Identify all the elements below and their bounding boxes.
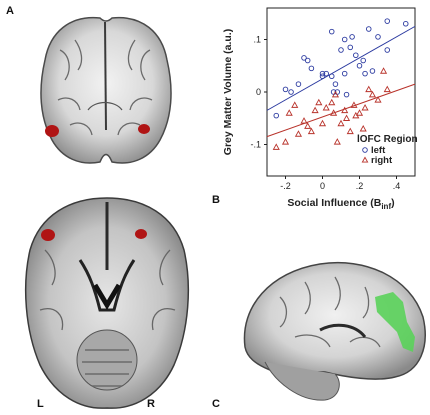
data-point-right (365, 85, 373, 93)
data-point-right (322, 104, 330, 111)
data-point-right (285, 109, 293, 116)
y-tick-label: .1 (253, 35, 261, 45)
data-point-right (383, 85, 391, 93)
panel-letter-a: A (6, 5, 14, 17)
data-point-left (323, 70, 329, 77)
data-point-left (288, 89, 294, 95)
data-point-left (365, 26, 372, 32)
data-point-right (355, 109, 364, 116)
data-point-right (361, 104, 369, 111)
data-point-right (350, 101, 358, 108)
x-axis-label: Social Influence (Binf) (287, 197, 394, 211)
data-point-left (295, 81, 302, 87)
data-point-left (338, 47, 344, 53)
data-point-right (333, 138, 341, 145)
data-point-right (359, 125, 367, 132)
legend-marker-left (362, 147, 368, 153)
data-point-left (328, 73, 335, 79)
x-axis-label-close: ) (391, 197, 395, 209)
data-point-right (346, 127, 354, 135)
data-point-left (319, 70, 326, 77)
panel-letter-b: B (212, 194, 220, 206)
data-point-right (300, 117, 308, 124)
y-tick-label: 0 (256, 87, 261, 97)
data-point-left (273, 112, 280, 119)
fit-line-right (266, 83, 416, 138)
data-point-right (368, 90, 377, 98)
data-point-right (315, 98, 323, 106)
data-point-right (272, 143, 280, 150)
data-point-right (328, 98, 336, 106)
data-point-right (281, 138, 290, 145)
data-point-right (330, 109, 338, 116)
data-point-left (384, 18, 390, 24)
data-point-left (402, 21, 409, 27)
data-point-left (332, 81, 339, 87)
hemisphere-left-label: L (37, 398, 44, 410)
data-point-left (328, 28, 335, 35)
data-point-left (304, 57, 311, 64)
data-point-right (304, 122, 312, 129)
data-point-left (341, 70, 348, 77)
x-axis-label-main: Social Influence (B (287, 197, 381, 209)
coronal-brain-image (40, 16, 172, 164)
data-point-left (308, 65, 315, 72)
data-point-right (318, 119, 327, 127)
x-tick-label: 0 (320, 181, 325, 191)
scatter-chart: -.2 0 .2 .4 -.1 0 .1 Social Influence (Binf) Gre… (222, 7, 418, 211)
data-point-right (341, 106, 349, 114)
data-point-right (294, 130, 303, 137)
panel-letter-c: C (212, 398, 220, 410)
data-point-right (291, 101, 299, 108)
data-point-left (360, 57, 366, 64)
data-point-right (374, 96, 382, 103)
legend-label-right: right (371, 155, 393, 166)
data-point-left (356, 63, 363, 69)
data-point-left (384, 47, 390, 53)
data-point-left (341, 36, 348, 43)
data-point-right (337, 119, 345, 127)
data-point-left (369, 68, 376, 74)
sagittal-brain-image (243, 261, 426, 401)
data-point-left (362, 70, 368, 77)
data-point-left (353, 52, 359, 59)
legend-marker-right (361, 156, 369, 163)
legend-label-left: left (371, 145, 386, 156)
y-tick-label: -.1 (250, 140, 261, 150)
data-point-right (331, 90, 340, 98)
legend-title: lOFC Region (357, 134, 418, 145)
data-point-left (282, 86, 289, 93)
data-point-right (311, 106, 319, 114)
y-axis-label: Grey Matter Volume (a.u.) (222, 29, 234, 155)
data-point-left (301, 55, 307, 61)
x-tick-label: .4 (393, 181, 401, 191)
data-point-left (343, 91, 350, 98)
data-point-left (349, 34, 355, 40)
hemisphere-right-label: R (147, 398, 155, 410)
data-point-right (342, 114, 351, 121)
data-point-right (307, 127, 315, 135)
data-point-left (347, 44, 353, 51)
fit-line-left (266, 25, 416, 111)
x-tick-label: -.2 (280, 181, 291, 191)
x-axis-label-subscript: inf (381, 202, 391, 211)
axial-brain-image (24, 197, 190, 409)
x-tick-label: .2 (356, 181, 364, 191)
data-point-left (375, 34, 381, 40)
data-point-left (319, 73, 326, 79)
data-point-right (379, 67, 388, 74)
